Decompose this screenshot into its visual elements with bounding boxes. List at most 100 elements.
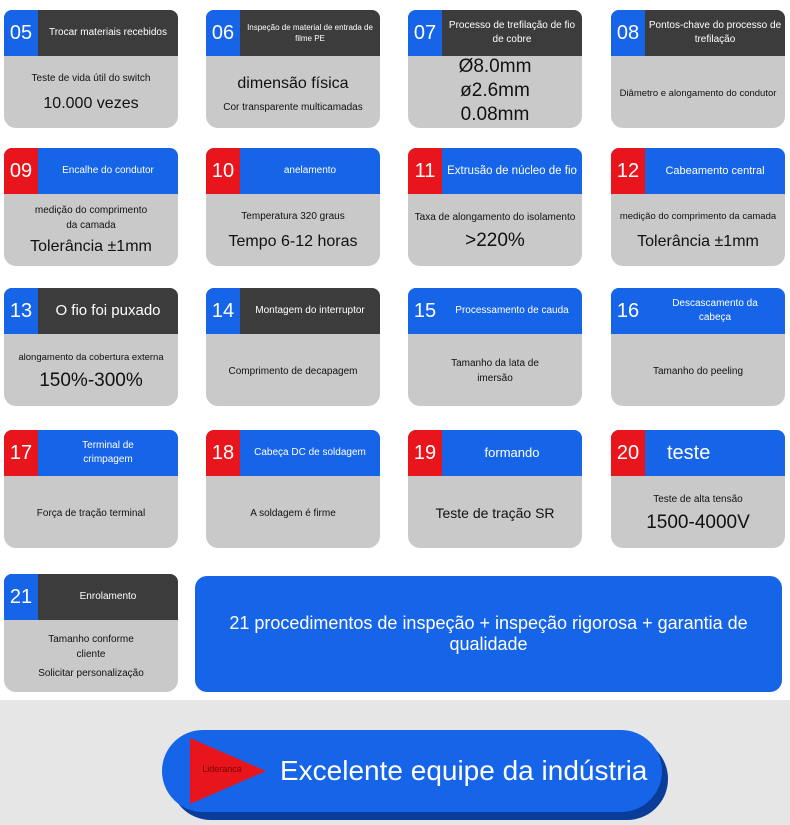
card-content: Teste de tração SR (408, 482, 582, 544)
card-text: A soldagem é firme (250, 507, 336, 519)
quality-banner: 21 procedimentos de inspeção + inspeção … (195, 576, 782, 692)
card-value: 0.08mm (460, 104, 530, 125)
card-header: 11 Extrusão de núcleo de fio (408, 148, 582, 194)
card-header: 10 anelamento (206, 148, 380, 194)
process-card-18: 18 Cabeça DC de soldagem A soldagem é fi… (206, 430, 380, 548)
card-header: 17 Terminal de crimpagem (4, 430, 178, 476)
step-title: Enrolamento (79, 591, 137, 602)
card-header: 08 Pontos-chave do processo de trefilaçã… (611, 10, 785, 56)
card-content: Temperatura 320 graus Tempo 6-12 horas (206, 200, 380, 262)
process-card-21: 21 Enrolamento Tamanho conforme cliente … (4, 574, 178, 692)
step-number: 08 (611, 10, 645, 56)
card-text: Diâmetro e alongamento do condutor (619, 87, 777, 99)
step-title: O fio foi puxado (55, 302, 161, 319)
process-card-12: 12 Cabeamento central medição do comprim… (611, 148, 785, 266)
card-header: 05 Trocar materiais recebidos (4, 10, 178, 56)
process-card-11: 11 Extrusão de núcleo de fio Taxa de alo… (408, 148, 582, 266)
card-value: Tempo 6-12 horas (228, 232, 358, 250)
step-title: Cabeça DC de soldagem (254, 447, 366, 458)
step-number: 10 (206, 148, 240, 194)
card-content: Comprimento de decapagem (206, 340, 380, 402)
card-text: medição do comprimento da camada (619, 210, 777, 222)
card-content: Diâmetro e alongamento do condutor (611, 62, 785, 124)
step-number: 16 (611, 288, 645, 334)
card-content: A soldagem é firme (206, 482, 380, 544)
card-text: Taxa de alongamento do isolamento (414, 211, 576, 223)
card-header: 12 Cabeamento central (611, 148, 785, 194)
card-text: Teste de alta tensão (653, 493, 743, 505)
card-header: 19 formando (408, 430, 582, 476)
card-header: 14 Montagem do interruptor (206, 288, 380, 334)
card-text: Temperatura 320 graus (241, 210, 345, 222)
process-card-09: 09 Encalhe do condutor medição do compri… (4, 148, 178, 266)
step-title: Terminal de crimpagem (82, 440, 134, 465)
card-text: Solicitar personalização (38, 667, 144, 679)
card-value: >220% (465, 229, 525, 251)
step-number: 19 (408, 430, 442, 476)
process-card-17: 17 Terminal de crimpagem Força de tração… (4, 430, 178, 548)
card-content: Taxa de alongamento do isolamento >220% (408, 200, 582, 262)
process-card-16: 16 Descascamento da cabeça Tamanho do pe… (611, 288, 785, 406)
step-title: Processamento de cauda (455, 305, 569, 316)
card-content: Ø8.0mm ø2.6mm 0.08mm (408, 56, 582, 125)
card-content: Tamanho da lata de imersão (408, 340, 582, 402)
process-card-06: 06 Inspeção de material de entrada de fi… (206, 10, 380, 128)
card-content: alongamento da cobertura externa 150%-30… (4, 340, 178, 402)
step-title: Pontos-chave do processo de trefilação (648, 20, 782, 45)
card-text: Teste de vida útil do switch (31, 72, 151, 84)
arrow-label: Lideranca (202, 764, 242, 774)
card-text: Comprimento de decapagem (228, 365, 358, 377)
card-content: Força de tração terminal (4, 482, 178, 544)
card-value: dimensão física (237, 74, 349, 92)
step-number: 17 (4, 430, 38, 476)
card-text: Tamanho conforme cliente (48, 633, 134, 660)
card-header: 16 Descascamento da cabeça (611, 288, 785, 334)
step-number: 12 (611, 148, 645, 194)
card-value: 150%-300% (39, 369, 143, 391)
card-text: medição do comprimento da camada (34, 205, 148, 231)
card-header: 06 Inspeção de material de entrada de fi… (206, 10, 380, 56)
card-header: 18 Cabeça DC de soldagem (206, 430, 380, 476)
process-card-10: 10 anelamento Temperatura 320 graus Temp… (206, 148, 380, 266)
step-number: 15 (408, 288, 442, 334)
card-value: Teste de tração SR (435, 505, 555, 521)
card-value: Tolerância ±1mm (637, 232, 759, 250)
card-text: Força de tração terminal (36, 507, 146, 519)
card-content: dimensão física Cor transparente multica… (206, 62, 380, 124)
step-title: Montagem do interruptor (255, 305, 365, 316)
process-card-07: 07 Processo de trefilação de fio de cobr… (408, 10, 582, 128)
card-header: 07 Processo de trefilação de fio de cobr… (408, 10, 582, 56)
step-number: 14 (206, 288, 240, 334)
card-value: Ø8.0mm (458, 56, 532, 77)
step-title: formando (484, 445, 540, 460)
process-card-15: 15 Processamento de cauda Tamanho da lat… (408, 288, 582, 406)
step-number: 05 (4, 10, 38, 56)
card-value: 10.000 vezes (43, 94, 139, 112)
step-title: anelamento (283, 165, 337, 176)
card-content: Teste de alta tensão 1500-4000V (611, 482, 785, 544)
card-value: Tolerância ±1mm (30, 238, 152, 255)
step-title: Inspeção de material de entrada de filme… (247, 23, 373, 43)
process-card-19: 19 formando Teste de tração SR (408, 430, 582, 548)
step-title: teste (667, 442, 711, 464)
step-title: Cabeamento central (665, 165, 765, 177)
card-content: Tamanho do peeling (611, 340, 785, 402)
card-content: medição do comprimento da camada Tolerân… (4, 200, 178, 262)
card-text: Cor transparente multicamadas (223, 101, 363, 113)
step-number: 13 (4, 288, 38, 334)
step-number: 20 (611, 430, 645, 476)
step-title: Processo de trefilação de fio de cobre (448, 20, 576, 45)
step-title: Encalhe do condutor (62, 165, 154, 176)
card-header: 21 Enrolamento (4, 574, 178, 620)
banner-text: 21 procedimentos de inspeção + inspeção … (229, 613, 748, 654)
card-value: 1500-4000V (646, 511, 750, 533)
card-content: Teste de vida útil do switch 10.000 veze… (4, 62, 178, 124)
play-arrow-icon (190, 738, 266, 804)
card-text: alongamento da cobertura externa (18, 351, 164, 363)
card-header: 13 O fio foi puxado (4, 288, 178, 334)
step-number: 11 (408, 148, 442, 194)
card-text: Tamanho do peeling (652, 365, 744, 377)
step-number: 18 (206, 430, 240, 476)
card-value: ø2.6mm (460, 80, 530, 101)
card-header: 20 teste (611, 430, 785, 476)
